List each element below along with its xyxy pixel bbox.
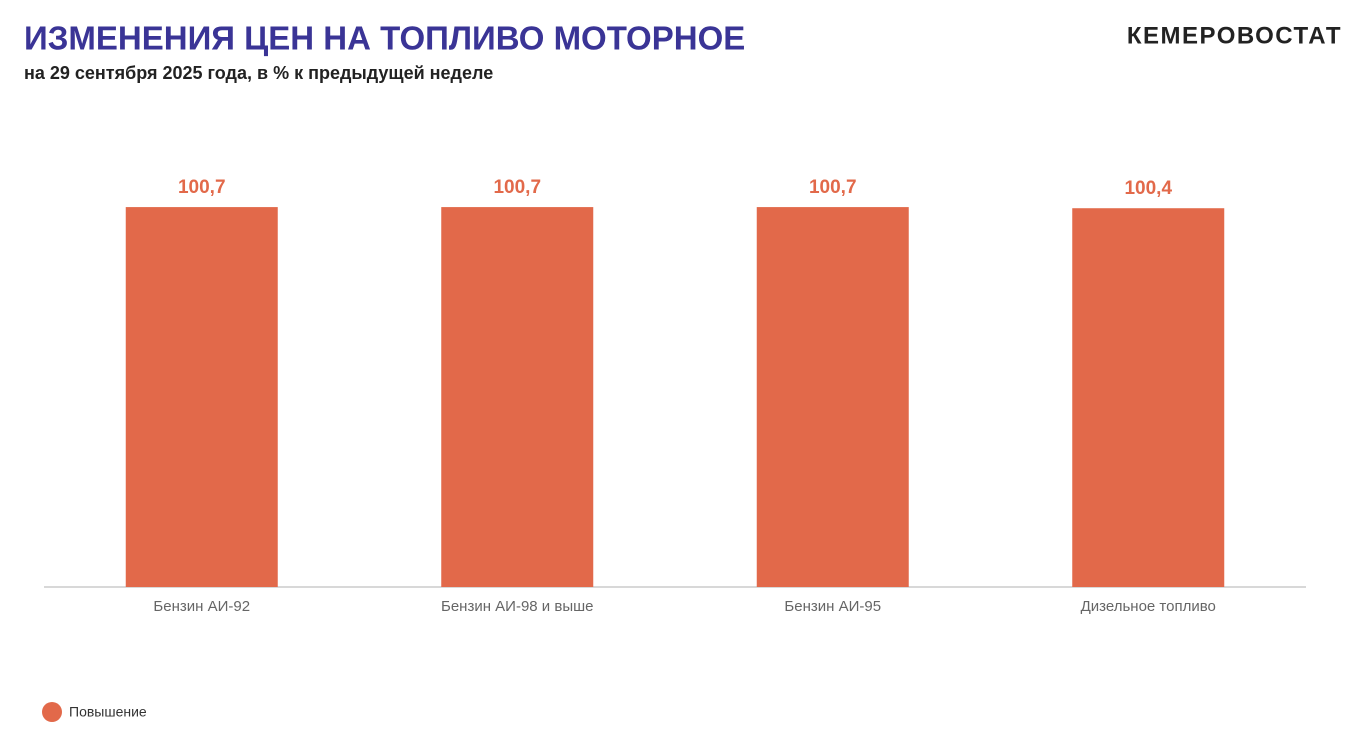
x-tick-label: Дизельное топливо bbox=[1081, 598, 1216, 615]
data-label: 100,4 bbox=[1124, 178, 1172, 199]
bar bbox=[441, 207, 594, 587]
chart-subtitle: на 29 сентября 2025 года, в % к предыдущ… bbox=[24, 63, 493, 83]
x-tick-label: Бензин АИ-92 bbox=[153, 598, 250, 615]
data-label: 100,7 bbox=[178, 177, 226, 198]
legend-label: Повышение bbox=[69, 704, 147, 720]
brand: КЕМЕРОВОСТАТ bbox=[1127, 22, 1342, 49]
data-label: 100,7 bbox=[809, 177, 857, 198]
x-tick-label: Бензин АИ-95 bbox=[784, 598, 881, 615]
legend-marker bbox=[42, 702, 62, 722]
x-tick-label: Бензин АИ-98 и выше bbox=[441, 598, 593, 615]
bar bbox=[756, 207, 909, 587]
chart-title: ИЗМЕНЕНИЯ ЦЕН НА ТОПЛИВО МОТОРНОЕ bbox=[24, 20, 745, 57]
bar bbox=[1072, 208, 1225, 587]
bar bbox=[125, 207, 278, 587]
data-label: 100,7 bbox=[493, 177, 541, 198]
